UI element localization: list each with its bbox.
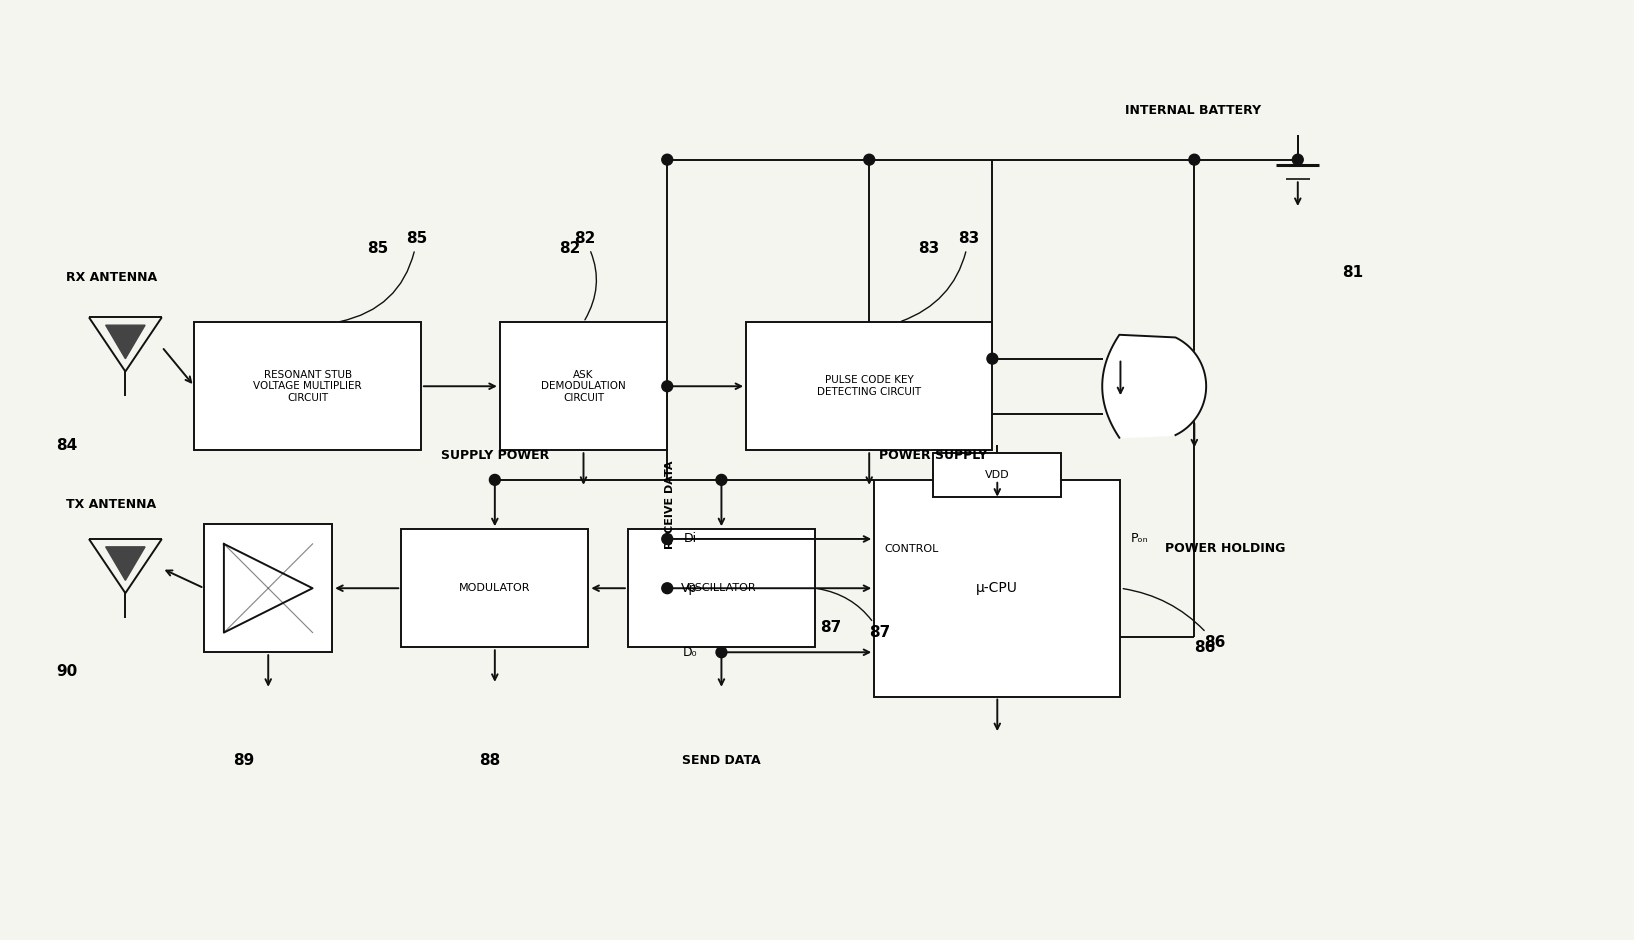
Text: MODULATOR: MODULATOR [459, 583, 531, 593]
Text: 87: 87 [820, 620, 842, 635]
Text: 81: 81 [1342, 265, 1363, 280]
Text: Di: Di [683, 532, 696, 545]
Circle shape [716, 475, 727, 485]
Circle shape [716, 647, 727, 658]
Circle shape [987, 353, 998, 364]
Text: OSCILLATOR: OSCILLATOR [686, 583, 757, 593]
Text: SUPPLY POWER: SUPPLY POWER [441, 448, 549, 462]
Text: Pₒₙ: Pₒₙ [1131, 532, 1149, 545]
Text: RESONANT STUB
VOLTAGE MULTIPLIER
CIRCUIT: RESONANT STUB VOLTAGE MULTIPLIER CIRCUIT [253, 369, 363, 403]
Circle shape [662, 534, 673, 544]
Polygon shape [1103, 335, 1206, 438]
Text: μ-CPU: μ-CPU [977, 581, 1018, 595]
Text: 89: 89 [234, 753, 255, 768]
Circle shape [1292, 154, 1304, 165]
Text: 83: 83 [902, 231, 979, 321]
Text: 83: 83 [918, 241, 940, 256]
Bar [194, 322, 422, 450]
Bar [402, 529, 588, 648]
Text: 86: 86 [1194, 640, 1216, 655]
Bar [874, 479, 1121, 697]
Text: 88: 88 [479, 753, 500, 768]
Bar [933, 453, 1062, 497]
Circle shape [864, 154, 874, 165]
Text: D₀: D₀ [683, 646, 696, 659]
Bar [627, 529, 815, 648]
Bar [204, 525, 332, 652]
Text: Vp: Vp [680, 582, 696, 595]
Text: SEND DATA: SEND DATA [681, 754, 761, 767]
Text: POWER SUPPLY: POWER SUPPLY [879, 448, 987, 462]
Circle shape [662, 154, 673, 165]
Text: 90: 90 [57, 665, 78, 680]
Text: 82: 82 [559, 241, 580, 256]
Text: TX ANTENNA: TX ANTENNA [67, 498, 157, 511]
Text: 85: 85 [366, 241, 387, 256]
Bar [747, 322, 992, 450]
Circle shape [490, 475, 500, 485]
Text: RX ANTENNA: RX ANTENNA [67, 272, 157, 285]
Text: INTERNAL BATTERY: INTERNAL BATTERY [1126, 104, 1261, 117]
Circle shape [662, 583, 673, 594]
Text: ASK
DEMODULATION
CIRCUIT: ASK DEMODULATION CIRCUIT [541, 369, 626, 403]
Polygon shape [106, 325, 145, 359]
Text: 84: 84 [57, 438, 78, 453]
Text: 85: 85 [340, 231, 428, 321]
Text: POWER HOLDING: POWER HOLDING [1165, 542, 1286, 556]
Text: CONTROL: CONTROL [884, 544, 938, 554]
Text: VDD: VDD [985, 470, 1010, 480]
Circle shape [662, 381, 673, 392]
Text: 82: 82 [574, 231, 596, 320]
Circle shape [1190, 154, 1199, 165]
Bar [500, 322, 667, 450]
Text: 87: 87 [817, 588, 891, 640]
Text: 86: 86 [1123, 588, 1226, 650]
Text: RECEIVE DATA: RECEIVE DATA [665, 461, 675, 549]
Text: PULSE CODE KEY
DETECTING CIRCUIT: PULSE CODE KEY DETECTING CIRCUIT [817, 375, 922, 397]
Polygon shape [106, 547, 145, 580]
